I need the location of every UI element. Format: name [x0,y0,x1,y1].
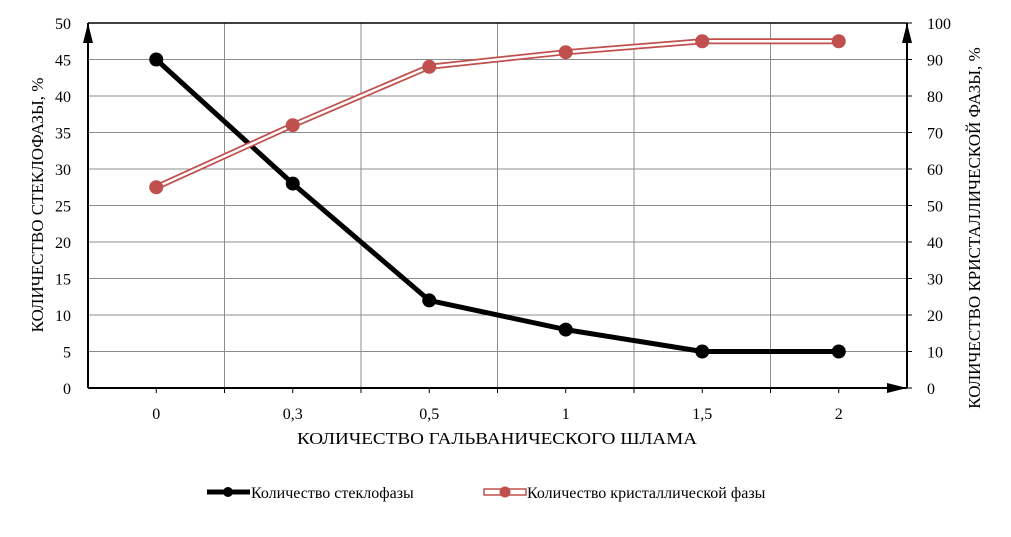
y2-tick-label: 30 [927,272,943,289]
y-tick-label: 15 [55,272,71,289]
data-point-0-2 [422,293,437,308]
series-layer [149,34,846,359]
axes: 0510152025303540455001020304050607080901… [55,16,951,423]
y-tick-label: 50 [55,16,71,33]
y-tick-label: 25 [55,199,71,216]
legend-item-0: Количество стеклофазы [207,485,414,502]
x-tick-label: 2 [835,406,843,423]
y2-tick-label: 80 [927,89,943,106]
data-point-1-0 [149,180,164,195]
legend-label-1: Количество кристаллической фазы [527,485,766,502]
data-point-1-5 [831,34,846,49]
y-tick-label: 10 [55,308,71,325]
y2-tick-label: 100 [927,16,951,33]
legend-item-1: Количество кристаллической фазы [483,485,766,502]
y2-tick-label: 50 [927,199,943,216]
y-tick-label: 30 [55,162,71,179]
data-point-0-0 [149,52,164,67]
data-point-0-1 [285,176,300,191]
y-axis-title: КОЛИЧЕСТВО СТЕКЛОФАЗЫ, % [28,78,47,333]
x-tick-label: 0,3 [283,406,303,423]
y2-axis-title: КОЛИЧЕСТВО КРИСТАЛЛИЧЕСКОЙ ФАЗЫ, % [965,47,984,408]
data-point-1-3 [558,45,573,60]
data-point-0-4 [695,344,710,359]
y2-axis-arrow-icon [902,23,912,43]
y-tick-label: 45 [55,53,71,70]
y2-tick-label: 70 [927,126,943,143]
series-line-inner-1 [155,40,839,189]
y2-tick-label: 60 [927,162,943,179]
grid [88,22,907,388]
data-point-1-2 [422,59,437,74]
y2-tick-label: 10 [927,345,943,362]
y-tick-label: 20 [55,235,71,252]
y-tick-label: 40 [55,89,71,106]
y2-tick-label: 90 [927,53,943,70]
x-tick-label: 0 [152,406,160,423]
y-tick-label: 0 [63,381,71,398]
data-point-0-3 [558,322,573,337]
x-tick-label: 0,5 [419,406,439,423]
y2-tick-label: 40 [927,235,943,252]
y2-tick-label: 0 [927,381,935,398]
legend-label-0: Количество стеклофазы [251,485,414,502]
legend: Количество стеклофазы Количество кристал… [207,485,766,502]
data-point-0-5 [831,344,846,359]
series-line-0 [154,57,839,354]
y-tick-label: 35 [55,126,71,143]
y-axis-arrow-icon [83,23,93,43]
x-axis-title: КОЛИЧЕСТВО ГАЛЬВАНИЧЕСКОГО ШЛАМА [297,429,698,448]
x-axis-arrow-icon [887,383,907,393]
x-tick-label: 1,5 [692,406,712,423]
data-point-1-4 [695,34,710,49]
y2-tick-label: 20 [927,308,943,325]
y-tick-label: 5 [63,345,71,362]
x-tick-label: 1 [562,406,570,423]
data-point-1-1 [285,118,300,133]
